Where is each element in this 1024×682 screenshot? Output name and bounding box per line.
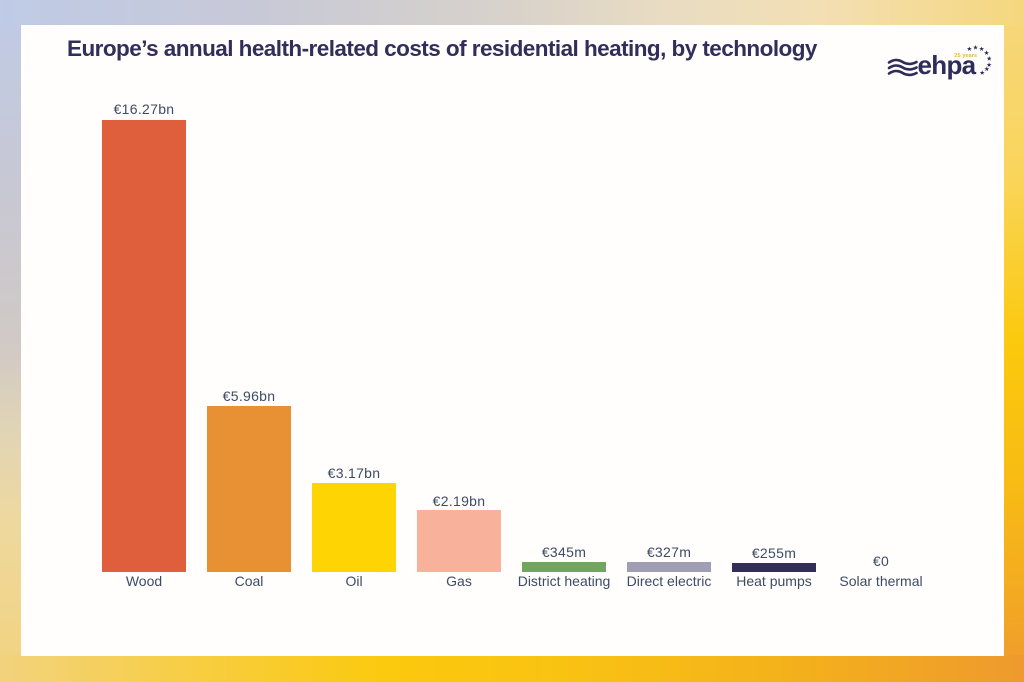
svg-text:ehpa: ehpa [918, 50, 977, 80]
svg-text:25 years: 25 years [954, 53, 977, 59]
